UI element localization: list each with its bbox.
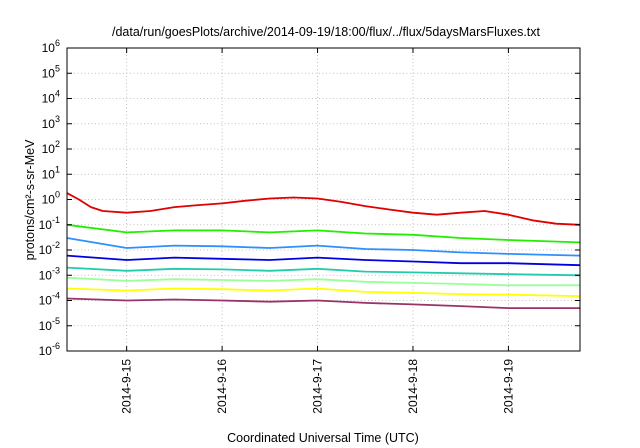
grid — [67, 48, 580, 351]
chart-title: /data/run/goesPlots/archive/2014-09-19/1… — [112, 25, 541, 39]
y-tick-label: 106 — [42, 38, 60, 55]
x-tick-label: 2014-9-18 — [406, 359, 420, 414]
series-line-5 — [66, 266, 581, 277]
y-tick-label: 10-5 — [39, 316, 60, 333]
y-tick-label: 104 — [42, 89, 60, 106]
series-line-4 — [66, 254, 581, 267]
x-tick-label: 2014-9-15 — [120, 359, 134, 414]
y-axis-ticks: 10-6 10-5 10-4 10-3 10-2 10-1 100 101 102 103 104 1… — [39, 38, 580, 358]
y-tick-label: 10-1 — [39, 215, 60, 232]
x-tick-label: 2014-9-19 — [501, 359, 515, 414]
y-tick-label: 100 — [42, 190, 60, 207]
series-line-8 — [66, 297, 580, 309]
y-tick-label: 10-4 — [39, 291, 60, 308]
x-tick-label: 2014-9-16 — [215, 359, 229, 414]
series-line-1 — [66, 192, 581, 226]
y-tick-label: 10-2 — [39, 240, 60, 257]
y-tick-label: 102 — [42, 139, 60, 156]
y-tick-label: 105 — [42, 63, 60, 80]
y-tick-label: 103 — [42, 114, 60, 131]
series-line-3 — [66, 237, 581, 257]
y-axis-label: protons/cm²-s-sr-MeV — [23, 139, 37, 261]
y-tick-label: 10-6 — [39, 341, 60, 358]
series-line-2 — [66, 223, 581, 244]
x-axis-ticks: 2014-9-15 2014-9-16 2014-9-17 2014-9-18 2014… — [120, 48, 515, 414]
y-tick-label: 101 — [42, 164, 60, 181]
series-line-6 — [66, 276, 580, 287]
x-tick-label: 2014-9-17 — [311, 359, 325, 414]
series-lines — [66, 192, 581, 309]
series-line-7 — [66, 287, 581, 297]
y-tick-label: 10-3 — [39, 265, 60, 282]
x-axis-label: Coordinated Universal Time (UTC) — [227, 431, 419, 445]
